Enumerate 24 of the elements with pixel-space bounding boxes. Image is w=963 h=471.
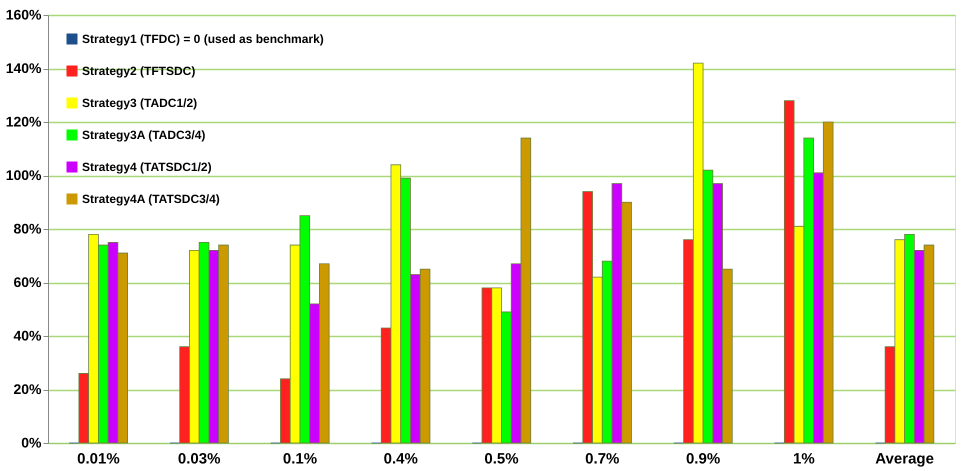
legend-label: Strategy1 (TFDC) = 0 (used as benchmark)	[82, 32, 324, 46]
x-tick-label: 0.03%	[178, 450, 220, 468]
x-tick-label: 0.1%	[282, 450, 318, 468]
x-tick-label: 0.01%	[77, 450, 120, 468]
y-tick-label: 100%	[6, 167, 42, 183]
legend-label: Strategy4A (TATSDC3/4)	[82, 192, 220, 206]
y-tick-label: 160%	[6, 6, 42, 22]
y-tick-label: 0%	[21, 434, 42, 450]
x-tick-label: 0.4%	[384, 450, 418, 468]
legend-label: Strategy3 (TADC1/2)	[82, 96, 198, 110]
x-tick-label: 1%	[792, 450, 815, 468]
x-tick-label: 0.9%	[686, 450, 720, 468]
y-tick-label: 60%	[13, 274, 42, 290]
x-tick-label: 0.5%	[484, 450, 519, 468]
x-tick-label: 0.7%	[585, 450, 620, 468]
y-tick-label: 140%	[6, 60, 42, 76]
y-tick-label: 120%	[6, 114, 42, 130]
y-tick-label: 80%	[13, 220, 42, 236]
legend-label: Strategy3A (TADC3/4)	[82, 128, 206, 142]
legend-label: Strategy2 (TFTSDC)	[82, 64, 196, 78]
x-tick-label: Average	[875, 450, 934, 468]
y-tick-label: 20%	[13, 381, 42, 397]
legend-label: Strategy4 (TATSDC1/2)	[82, 160, 212, 174]
y-tick-label: 40%	[13, 328, 42, 344]
